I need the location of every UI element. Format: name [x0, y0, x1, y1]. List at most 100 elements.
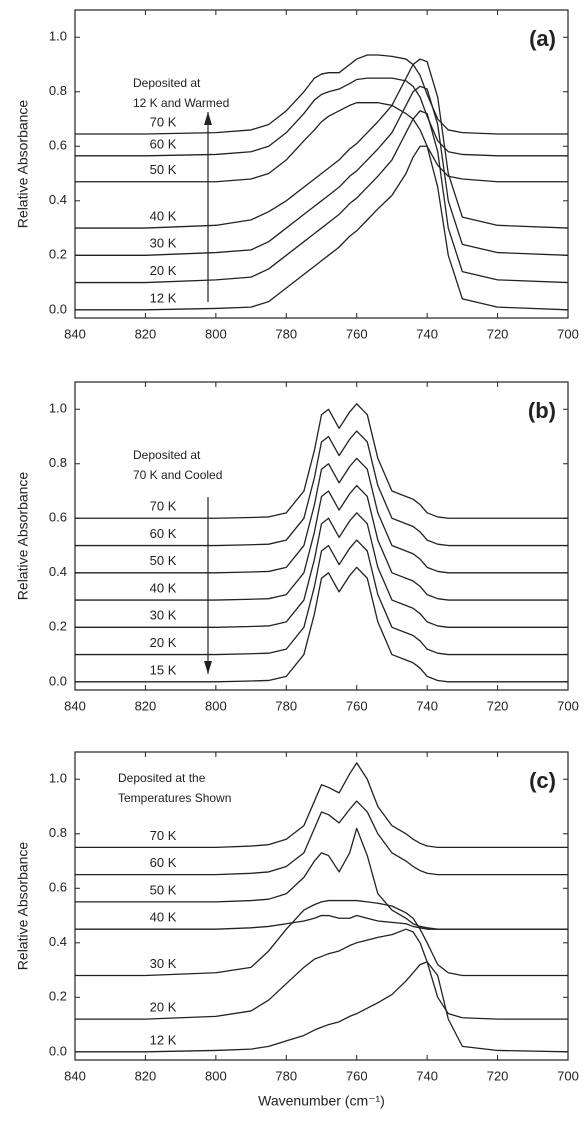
panel-label: (b) [528, 398, 556, 423]
series-label: 30 K [150, 608, 177, 623]
x-tick-label: 800 [205, 326, 227, 341]
x-tick-label: 840 [64, 1068, 86, 1083]
series-label: 50 K [150, 882, 177, 897]
y-tick-label: 0.6 [49, 510, 67, 525]
series-label: 40 K [150, 910, 177, 925]
x-tick-label: 740 [416, 1068, 438, 1083]
series-label: 70 K [150, 499, 177, 514]
panel: 840 820 800 780 760 740 720 700 0.0 0.2 0.4 0.6 0.8 1… [15, 381, 579, 713]
y-tick-label: 0.6 [49, 138, 67, 153]
y-tick-label: 0.0 [49, 1043, 67, 1058]
plot-frame [74, 751, 569, 1061]
spectrum-line [75, 827, 568, 930]
series-label: 12 K [150, 290, 177, 305]
arrow-head [204, 661, 212, 674]
y-tick-label: 0.4 [49, 934, 67, 949]
x-tick-label: 720 [487, 1068, 509, 1083]
plot-frame [74, 381, 569, 691]
y-tick-label: 0.8 [49, 825, 67, 840]
annotation: Deposited at the [118, 771, 206, 785]
x-tick-label: 820 [135, 1068, 157, 1083]
panel: 840 820 800 780 760 740 720 700 0.0 0.2 0.4 0.6 0.8 1… [15, 751, 579, 1109]
x-tick-label: 840 [64, 326, 86, 341]
spectrum-line [75, 899, 568, 977]
panel: 840 820 800 780 760 740 720 700 0.0 0.2 0.4 0.6 0.8 1… [15, 9, 579, 341]
annotation: Deposited at [133, 448, 201, 462]
x-tick-label: 780 [275, 698, 297, 713]
spectrum-line [75, 77, 568, 157]
spectrum-line [75, 566, 568, 683]
spectrum-line [75, 85, 569, 256]
series-label: 12 K [150, 1032, 177, 1047]
spectrum-line [75, 762, 568, 849]
y-tick-label: 0.8 [49, 455, 67, 470]
y-tick-label: 0.2 [49, 247, 67, 262]
x-tick-label: 720 [487, 698, 509, 713]
y-tick-label: 0.0 [49, 673, 67, 688]
series-label: 40 K [150, 208, 177, 223]
series-label: 40 K [150, 580, 177, 595]
spectrum-line [75, 403, 568, 519]
y-tick-label: 1.0 [49, 771, 67, 786]
series-label: 20 K [150, 1000, 177, 1015]
spectrum-line [75, 102, 568, 183]
spectrum-line [75, 928, 568, 1020]
spectrum-line [75, 430, 568, 547]
y-tick-label: 1.0 [49, 401, 67, 416]
x-tick-label: 800 [205, 1068, 227, 1083]
spectrum-line [75, 512, 568, 628]
x-tick-label: 700 [557, 698, 579, 713]
spectrum-line [75, 54, 568, 135]
series-label: 70 K [150, 114, 177, 129]
panel-label: (c) [529, 768, 556, 793]
y-axis-label: Relative Absorbance [15, 842, 31, 971]
series-label: 60 K [150, 526, 177, 541]
series-label: 70 K [150, 828, 177, 843]
annotation: Deposited at [133, 76, 201, 90]
annotation: 70 K and Cooled [133, 468, 222, 482]
x-tick-label: 760 [346, 1068, 368, 1083]
annotation: 12 K and Warmed [133, 96, 229, 110]
panel-label: (a) [529, 26, 556, 51]
plot-frame [74, 9, 569, 319]
series-label: 50 K [150, 553, 177, 568]
y-tick-label: 0.6 [49, 880, 67, 895]
series-label: 20 K [150, 635, 177, 650]
y-tick-label: 0.4 [49, 564, 67, 579]
spectrum-line [75, 484, 568, 601]
y-tick-label: 0.2 [49, 989, 67, 1004]
series-label: 15 K [150, 662, 177, 677]
y-tick-label: 0.4 [49, 192, 67, 207]
x-tick-label: 800 [205, 698, 227, 713]
series-label: 60 K [150, 855, 177, 870]
y-axis-label: Relative Absorbance [15, 100, 31, 229]
y-tick-label: 0.8 [49, 83, 67, 98]
x-tick-label: 780 [275, 1068, 297, 1083]
y-tick-label: 0.2 [49, 619, 67, 634]
x-tick-label: 760 [346, 698, 368, 713]
x-tick-label: 720 [487, 326, 509, 341]
x-tick-label: 740 [416, 698, 438, 713]
x-axis-label: Wavenumber (cm⁻¹) [258, 1093, 385, 1109]
x-tick-label: 780 [275, 326, 297, 341]
x-tick-label: 740 [416, 326, 438, 341]
y-tick-label: 0.0 [49, 301, 67, 316]
series-label: 60 K [150, 136, 177, 151]
series-label: 30 K [150, 956, 177, 971]
spectrum-line [75, 58, 569, 229]
series-label: 30 K [150, 236, 177, 251]
y-axis-label: Relative Absorbance [15, 472, 31, 601]
series-label: 50 K [150, 162, 177, 177]
x-tick-label: 700 [557, 326, 579, 341]
spectrum-line [75, 961, 569, 1053]
x-tick-label: 700 [557, 1068, 579, 1083]
series-label: 20 K [150, 263, 177, 278]
annotation: Temperatures Shown [118, 791, 231, 805]
y-tick-label: 1.0 [49, 29, 67, 44]
spectrum-line [75, 457, 568, 574]
spectrum-line [75, 800, 568, 876]
spectrum-line [75, 110, 569, 284]
spectrum-line [75, 145, 569, 311]
x-tick-label: 820 [135, 698, 157, 713]
